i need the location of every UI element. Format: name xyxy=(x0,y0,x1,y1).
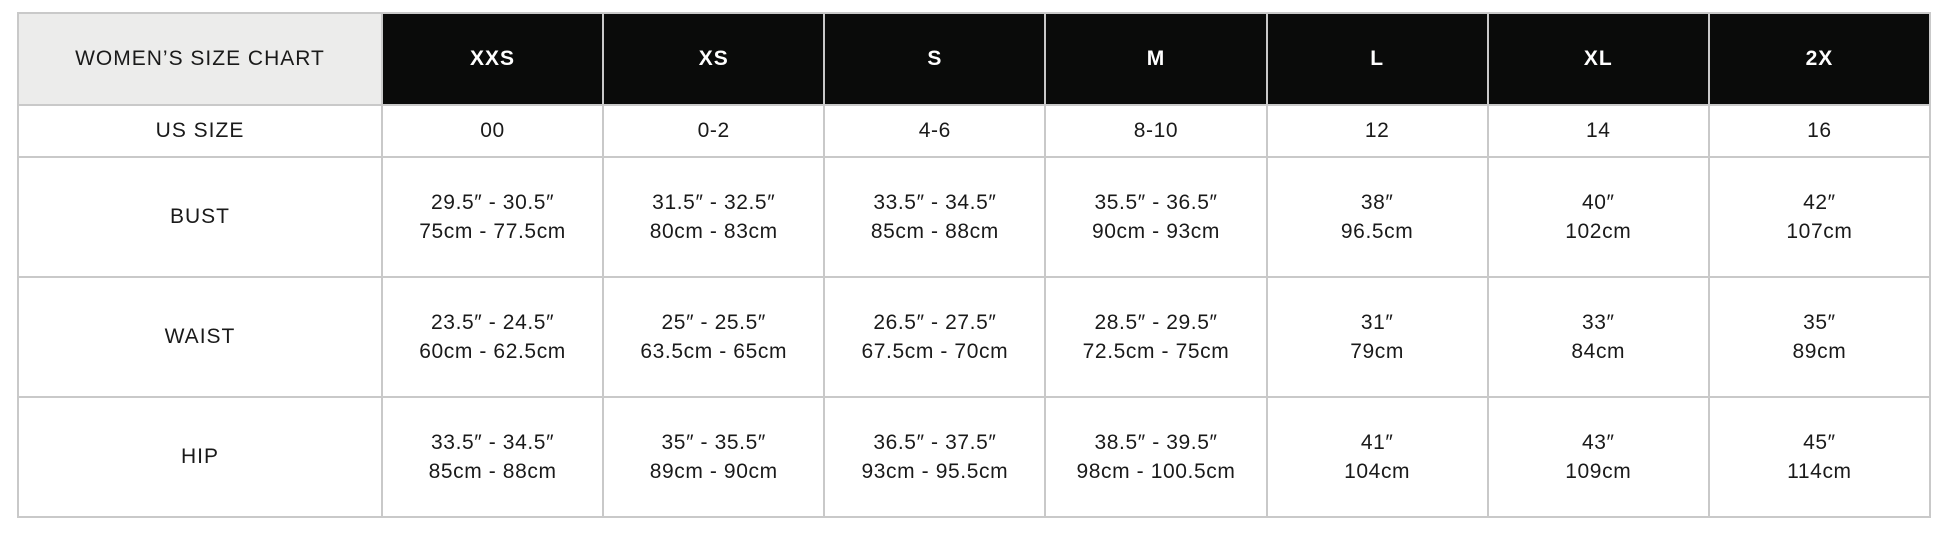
size-header-l: L xyxy=(1265,12,1489,106)
inches-value: 26.5″ - 27.5″ xyxy=(873,311,997,334)
inches-value: 25″ - 25.5″ xyxy=(661,311,766,334)
size-chart-table: WOMEN’S SIZE CHART XXS XS S M L XL 2X US… xyxy=(17,12,1932,518)
inches-value: 31″ xyxy=(1360,311,1394,334)
measurement-cell: 33.5″ - 34.5″ 85cm - 88cm xyxy=(823,156,1047,278)
size-header-xl: XL xyxy=(1486,12,1710,106)
centimeters-value: 63.5cm - 65cm xyxy=(640,340,788,363)
us-size-cell: 00 xyxy=(380,104,605,158)
centimeters-value: 93cm - 95.5cm xyxy=(861,460,1009,483)
inches-value: 33.5″ - 34.5″ xyxy=(873,191,997,214)
measurement-cell: 31.5″ - 32.5″ 80cm - 83cm xyxy=(602,156,826,278)
centimeters-value: 114cm xyxy=(1787,460,1852,483)
centimeters-value: 107cm xyxy=(1786,220,1853,243)
measurement-cell: 38.5″ - 39.5″ 98cm - 100.5cm xyxy=(1044,396,1268,518)
hip-row: HIP 33.5″ - 34.5″ 85cm - 88cm 35″ - 35.5″ 89… xyxy=(17,396,1932,518)
waist-row: WAIST 23.5″ - 24.5″ 60cm - 62.5cm 25″ - 25.… xyxy=(17,276,1932,398)
inches-value: 35″ - 35.5″ xyxy=(661,431,766,454)
measurement-cell: 28.5″ - 29.5″ 72.5cm - 75cm xyxy=(1044,276,1268,398)
inches-value: 36.5″ - 37.5″ xyxy=(873,431,997,454)
bust-row: BUST 29.5″ - 30.5″ 75cm - 77.5cm 31.5″ - 32… xyxy=(17,156,1932,278)
measurement-cell: 33″ 84cm xyxy=(1486,276,1710,398)
us-size-cell: 0-2 xyxy=(602,104,826,158)
inches-value: 38.5″ - 39.5″ xyxy=(1094,431,1218,454)
centimeters-value: 104cm xyxy=(1344,460,1411,483)
inches-value: 33.5″ - 34.5″ xyxy=(431,431,555,454)
measurement-cell: 35″ 89cm xyxy=(1707,276,1932,398)
measurement-cell: 33.5″ - 34.5″ 85cm - 88cm xyxy=(380,396,605,518)
us-size-cell: 8-10 xyxy=(1044,104,1268,158)
centimeters-value: 98cm - 100.5cm xyxy=(1076,460,1236,483)
chart-title: WOMEN’S SIZE CHART xyxy=(17,12,383,106)
measurement-cell: 35″ - 35.5″ 89cm - 90cm xyxy=(602,396,826,518)
inches-value: 35.5″ - 36.5″ xyxy=(1094,191,1218,214)
inches-value: 35″ xyxy=(1803,311,1836,334)
measurement-cell: 45″ 114cm xyxy=(1707,396,1932,518)
row-label: BUST xyxy=(17,156,383,278)
size-header-s: S xyxy=(823,12,1047,106)
measurement-cell: 38″ 96.5cm xyxy=(1265,156,1489,278)
centimeters-value: 80cm - 83cm xyxy=(649,220,778,243)
measurement-cell: 43″ 109cm xyxy=(1486,396,1710,518)
size-header-m: M xyxy=(1044,12,1268,106)
centimeters-value: 60cm - 62.5cm xyxy=(419,340,566,363)
centimeters-value: 102cm xyxy=(1565,220,1632,243)
centimeters-value: 96.5cm xyxy=(1340,220,1414,243)
centimeters-value: 75cm - 77.5cm xyxy=(419,220,566,243)
centimeters-value: 79cm xyxy=(1350,340,1405,363)
measurement-cell: 40″ 102cm xyxy=(1486,156,1710,278)
centimeters-value: 84cm xyxy=(1571,340,1626,363)
inches-value: 29.5″ - 30.5″ xyxy=(431,191,555,214)
measurement-cell: 26.5″ - 27.5″ 67.5cm - 70cm xyxy=(823,276,1047,398)
us-size-cell: 14 xyxy=(1486,104,1710,158)
centimeters-value: 85cm - 88cm xyxy=(428,460,557,483)
us-size-cell: 4-6 xyxy=(823,104,1047,158)
inches-value: 23.5″ - 24.5″ xyxy=(431,311,555,334)
centimeters-value: 90cm - 93cm xyxy=(1092,220,1220,243)
centimeters-value: 109cm xyxy=(1565,460,1632,483)
measurement-cell: 41″ 104cm xyxy=(1265,396,1489,518)
row-label: WAIST xyxy=(17,276,383,398)
size-header-2x: 2X xyxy=(1707,12,1932,106)
inches-value: 28.5″ - 29.5″ xyxy=(1094,311,1218,334)
inches-value: 38″ xyxy=(1360,191,1394,214)
inches-value: 42″ xyxy=(1803,191,1836,214)
measurement-cell: 25″ - 25.5″ 63.5cm - 65cm xyxy=(602,276,826,398)
row-label: US SIZE xyxy=(17,104,383,158)
inches-value: 31.5″ - 32.5″ xyxy=(652,191,776,214)
centimeters-value: 67.5cm - 70cm xyxy=(861,340,1009,363)
measurement-cell: 36.5″ - 37.5″ 93cm - 95.5cm xyxy=(823,396,1047,518)
inches-value: 33″ xyxy=(1581,311,1615,334)
us-size-cell: 12 xyxy=(1265,104,1489,158)
centimeters-value: 89cm xyxy=(1792,340,1847,363)
centimeters-value: 85cm - 88cm xyxy=(870,220,999,243)
centimeters-value: 89cm - 90cm xyxy=(649,460,778,483)
measurement-cell: 31″ 79cm xyxy=(1265,276,1489,398)
inches-value: 43″ xyxy=(1581,431,1615,454)
size-header-xs: XS xyxy=(602,12,826,106)
measurement-cell: 23.5″ - 24.5″ 60cm - 62.5cm xyxy=(380,276,605,398)
measurement-cell: 35.5″ - 36.5″ 90cm - 93cm xyxy=(1044,156,1268,278)
inches-value: 40″ xyxy=(1581,191,1615,214)
centimeters-value: 72.5cm - 75cm xyxy=(1082,340,1230,363)
us-size-row: US SIZE 00 0-2 4-6 8-10 12 14 16 xyxy=(17,104,1932,158)
size-header-xxs: XXS xyxy=(380,12,605,106)
inches-value: 41″ xyxy=(1360,431,1394,454)
inches-value: 45″ xyxy=(1803,431,1836,454)
row-label: HIP xyxy=(17,396,383,518)
header-row: WOMEN’S SIZE CHART XXS XS S M L XL 2X xyxy=(17,12,1932,106)
measurement-cell: 42″ 107cm xyxy=(1707,156,1932,278)
measurement-cell: 29.5″ - 30.5″ 75cm - 77.5cm xyxy=(380,156,605,278)
us-size-cell: 16 xyxy=(1707,104,1932,158)
